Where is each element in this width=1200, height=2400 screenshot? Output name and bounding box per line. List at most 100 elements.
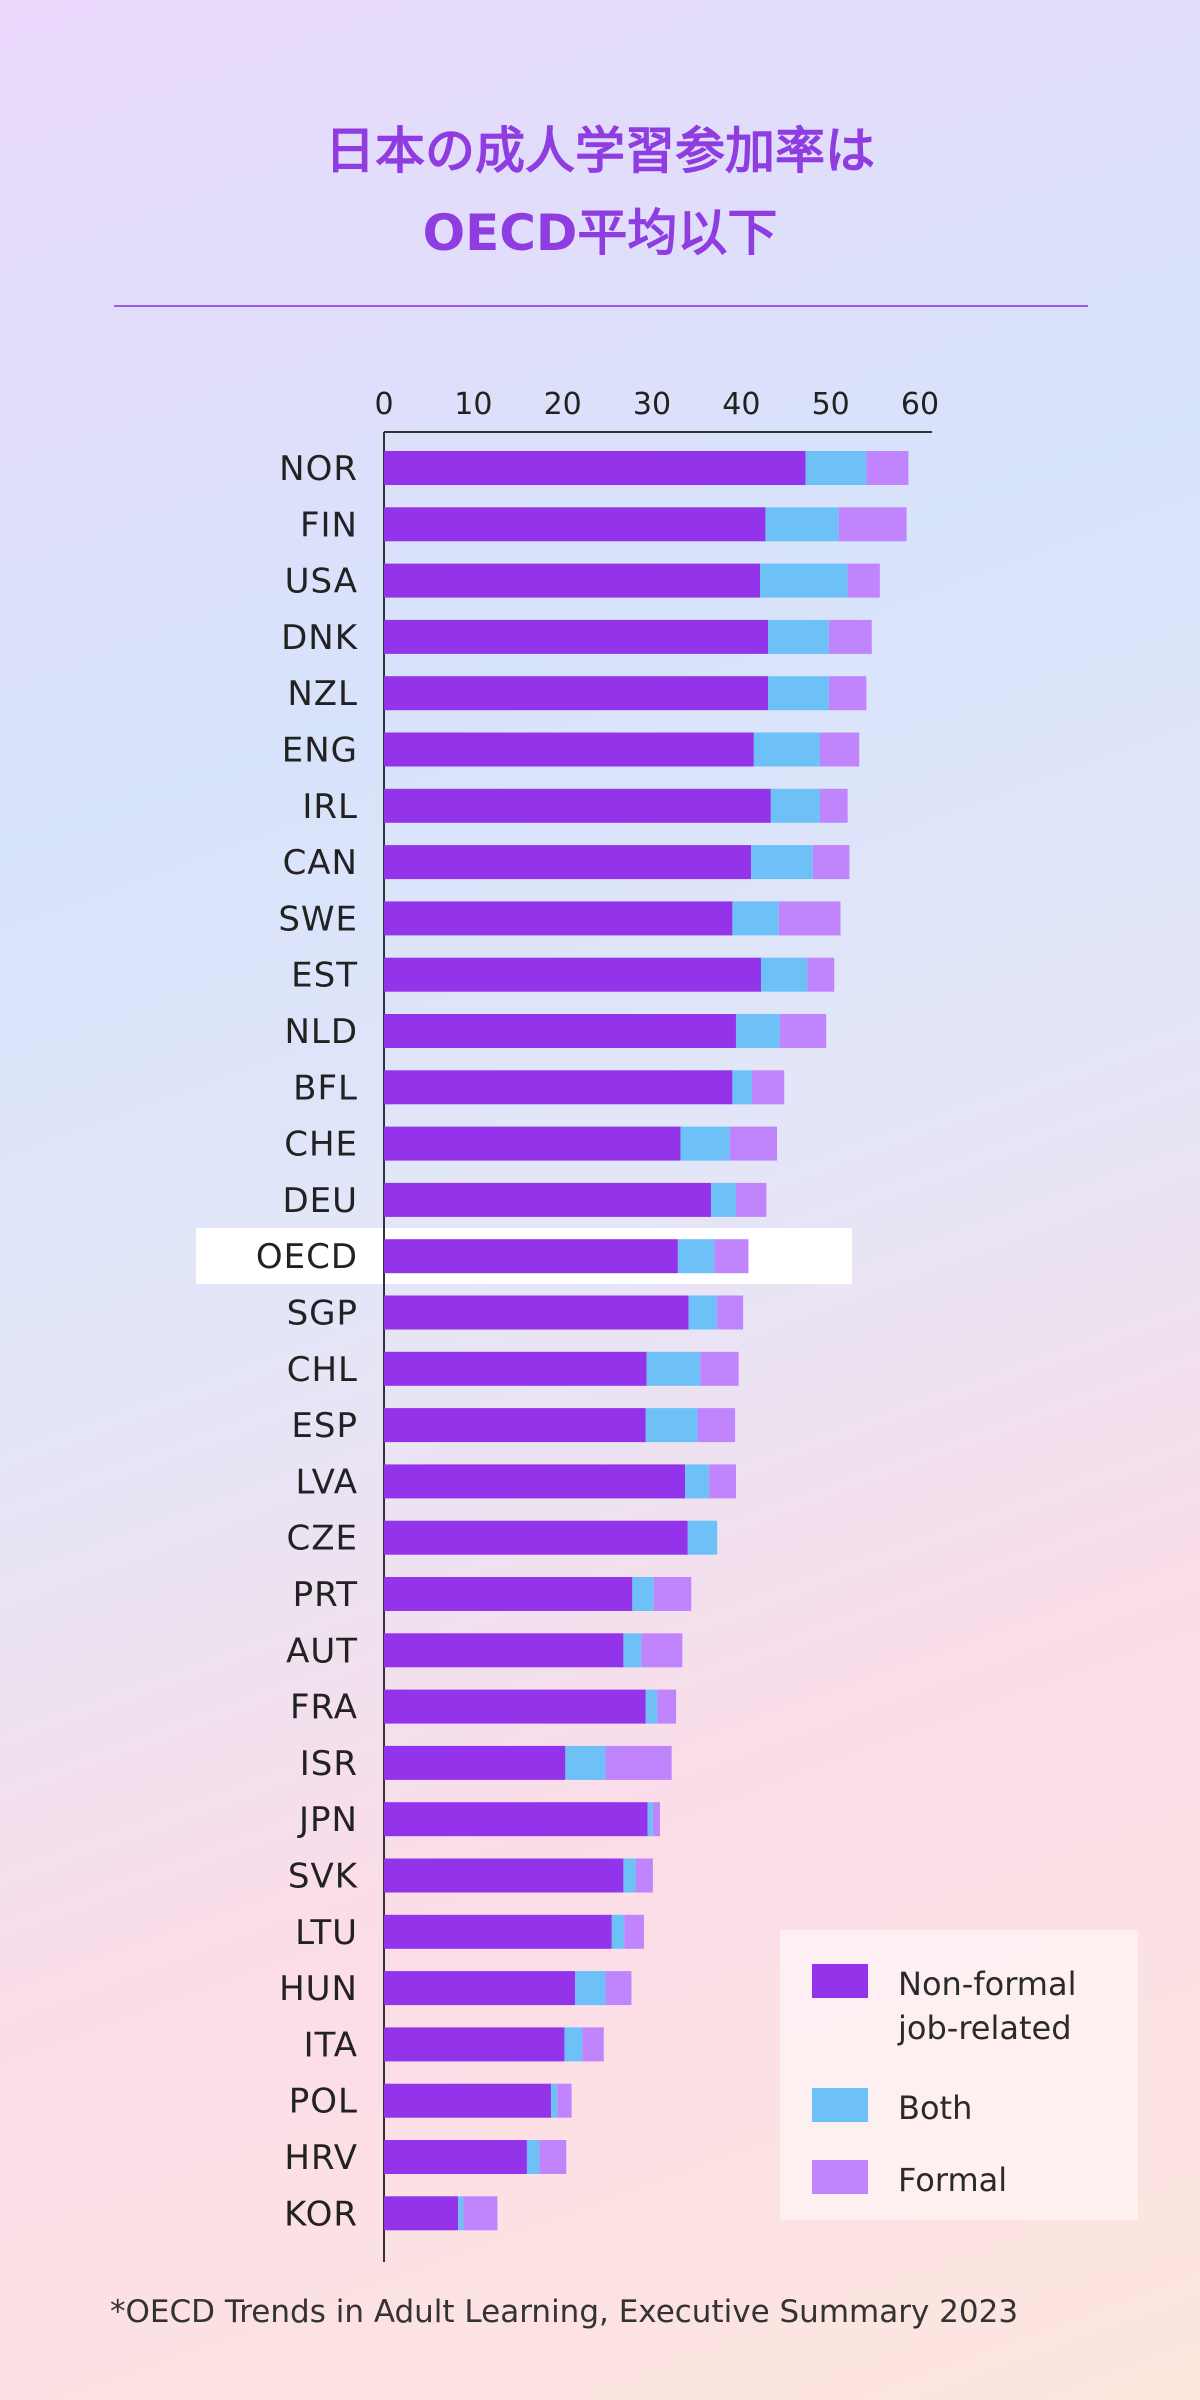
- category-label-dnk: DNK: [281, 618, 359, 658]
- bar-lva-formal: [709, 1464, 736, 1499]
- bar-nzl-formal: [828, 676, 867, 711]
- legend-item-formal: Formal: [812, 2158, 1108, 2202]
- bar-isr-non-formal: [384, 1745, 566, 1780]
- bar-pol-formal: [557, 2083, 572, 2118]
- bar-che-non-formal: [384, 1126, 681, 1161]
- legend-swatch-both: [812, 2088, 868, 2122]
- bar-eng-formal: [819, 732, 860, 767]
- bar-bfl-both: [732, 1070, 753, 1105]
- bar-usa-non-formal: [384, 563, 761, 598]
- title-divider: [114, 305, 1088, 307]
- bar-aut-both: [623, 1633, 642, 1668]
- bar-hrv-both: [526, 2140, 540, 2174]
- x-tick-label: 40: [722, 387, 760, 422]
- category-label-fin: FIN: [300, 505, 358, 545]
- bar-ita-both: [564, 2027, 583, 2062]
- bar-isr-both: [565, 1745, 606, 1780]
- legend-item-non-formal: Non-formal job-related: [812, 1962, 1108, 2050]
- bar-kor-non-formal: [384, 2196, 459, 2231]
- bar-pol-non-formal: [384, 2083, 552, 2118]
- source-footnote: *OECD Trends in Adult Learning, Executiv…: [110, 2294, 1019, 2330]
- bar-irl-both: [770, 788, 820, 823]
- bar-chl-both: [646, 1351, 701, 1386]
- bar-swe-both: [732, 901, 779, 936]
- bar-lva-non-formal: [384, 1464, 686, 1499]
- bar-est-formal: [807, 957, 835, 992]
- legend-swatch-non-formal: [812, 1964, 868, 1998]
- bar-hrv-formal: [539, 2140, 567, 2174]
- bar-svk-formal: [635, 1858, 653, 1893]
- bar-fin-both: [765, 507, 839, 542]
- x-tick-label: 10: [454, 387, 492, 422]
- bar-kor-formal: [463, 2196, 498, 2231]
- legend-item-both: Both: [812, 2086, 1108, 2130]
- category-label-lva: LVA: [295, 1462, 358, 1502]
- bar-fin-non-formal: [384, 507, 766, 542]
- bar-dnk-both: [768, 619, 829, 654]
- bar-est-non-formal: [384, 957, 761, 992]
- bar-oecd-both: [677, 1239, 715, 1274]
- x-tick-label: 50: [812, 387, 850, 422]
- bar-can-non-formal: [384, 845, 752, 880]
- category-label-aut: AUT: [286, 1631, 358, 1671]
- category-label-sgp: SGP: [287, 1294, 358, 1334]
- bar-prt-non-formal: [384, 1577, 633, 1611]
- bar-hun-both: [575, 1971, 606, 2006]
- bar-deu-both: [710, 1182, 736, 1217]
- bar-deu-formal: [735, 1182, 767, 1217]
- bar-bfl-non-formal: [384, 1070, 733, 1105]
- bar-che-both: [680, 1126, 730, 1161]
- bar-irl-non-formal: [384, 788, 771, 823]
- bar-jpn-both: [647, 1802, 653, 1837]
- category-label-ita: ITA: [304, 2025, 358, 2065]
- bar-prt-formal: [653, 1577, 692, 1611]
- bar-nld-formal: [779, 1014, 827, 1048]
- bar-nzl-both: [768, 676, 829, 711]
- chart-title: 日本の成人学習参加率は OECD平均以下: [0, 110, 1200, 274]
- category-label-ltu: LTU: [295, 1913, 358, 1953]
- bar-svk-non-formal: [384, 1858, 624, 1893]
- x-tick-label: 20: [544, 387, 582, 422]
- legend-label-non-formal-line1: Non-formal: [898, 1965, 1077, 2003]
- category-label-est: EST: [291, 956, 358, 996]
- bar-oecd-non-formal: [384, 1239, 678, 1274]
- bar-nzl-non-formal: [384, 676, 769, 711]
- bar-ltu-non-formal: [384, 1914, 612, 1949]
- bar-svk-both: [623, 1858, 636, 1893]
- legend-label-formal: Formal: [898, 2161, 1008, 2199]
- legend: Non-formal job-related Both Formal: [780, 1930, 1138, 2220]
- bar-ita-non-formal: [384, 2027, 565, 2062]
- bar-isr-formal: [605, 1745, 672, 1780]
- category-label-prt: PRT: [293, 1575, 358, 1615]
- bar-est-both: [760, 957, 808, 992]
- category-label-nzl: NZL: [287, 674, 358, 714]
- bar-nor-formal: [866, 451, 909, 485]
- bar-can-both: [751, 845, 813, 880]
- bar-aut-formal: [641, 1633, 683, 1668]
- category-label-isr: ISR: [300, 1744, 358, 1784]
- bar-kor-both: [458, 2196, 464, 2231]
- category-label-pol: POL: [289, 2082, 358, 2122]
- bar-cze-both: [687, 1520, 718, 1555]
- category-label-bfl: BFL: [293, 1068, 358, 1108]
- category-label-fra: FRA: [290, 1688, 358, 1728]
- bar-cze-non-formal: [384, 1520, 688, 1555]
- bar-ltu-both: [611, 1914, 625, 1949]
- bar-irl-formal: [819, 788, 848, 823]
- bar-swe-formal: [778, 901, 841, 936]
- category-label-chl: CHL: [287, 1350, 358, 1390]
- bar-aut-non-formal: [384, 1633, 624, 1668]
- bar-sgp-formal: [717, 1295, 744, 1330]
- bar-dnk-non-formal: [384, 619, 769, 654]
- chart-title-line2: OECD平均以下: [422, 204, 778, 262]
- legend-label-both: Both: [898, 2089, 973, 2127]
- bar-fra-non-formal: [384, 1689, 646, 1724]
- x-tick-label: 30: [633, 387, 671, 422]
- bar-fin-formal: [838, 507, 907, 542]
- bar-nld-non-formal: [384, 1014, 736, 1048]
- category-label-hrv: HRV: [284, 2138, 358, 2178]
- bar-hun-formal: [605, 1971, 632, 2006]
- bar-fra-both: [645, 1689, 658, 1724]
- bar-pol-both: [551, 2083, 558, 2118]
